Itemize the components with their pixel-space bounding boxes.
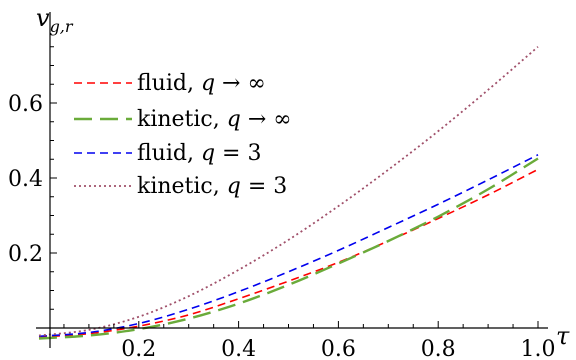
legend-label-3: fluid, q = 3	[137, 141, 261, 166]
y-axis-title: vg,r	[36, 4, 74, 36]
y-tick-label: 0.6	[8, 92, 43, 117]
series-line-4	[38, 46, 539, 337]
y-tick-label: 0.4	[8, 167, 43, 192]
x-tick-label: 0.2	[121, 337, 156, 360]
x-tick-label: 0.4	[221, 337, 256, 360]
legend: fluid, q → ∞ kinetic, q → ∞ fluid, q = 3 ki…	[74, 71, 292, 199]
series-line-2	[38, 157, 539, 340]
y-axis-title-main: v	[36, 4, 50, 32]
series-group	[38, 46, 539, 340]
y-tick-label: 0.2	[8, 242, 43, 267]
y-axis-title-subscript: g,r	[50, 17, 74, 36]
legend-label-1: fluid, q → ∞	[137, 71, 266, 96]
legend-label-4: kinetic, q = 3	[137, 174, 287, 199]
series-line-1	[38, 168, 539, 338]
x-tick-label: 1.0	[521, 337, 556, 360]
x-tick-label: 0.6	[321, 337, 356, 360]
series-line-3	[38, 154, 539, 338]
y-ticks-group: 0.2 0.4 0.6	[8, 46, 57, 310]
x-ticks-group: 0.2 0.4 0.6 0.8 1.0	[63, 321, 556, 360]
axes-group	[36, 12, 548, 348]
legend-label-2: kinetic, q → ∞	[137, 107, 292, 132]
x-tick-label: 0.8	[421, 337, 456, 360]
x-axis-title: τ	[556, 322, 570, 350]
